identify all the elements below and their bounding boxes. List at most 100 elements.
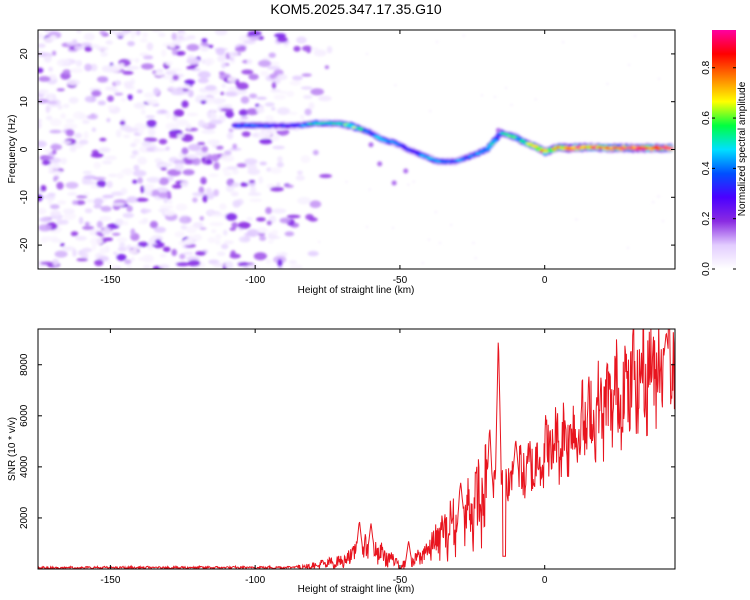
noise-blob — [91, 149, 100, 155]
y-tick-label: 6000 — [19, 404, 30, 427]
noise-blob — [267, 240, 274, 244]
noise-blob — [179, 253, 186, 260]
noise-blob — [50, 210, 61, 217]
noise-blob — [219, 203, 227, 210]
noise-blob — [661, 220, 665, 223]
noise-blob — [406, 183, 410, 186]
noise-blob — [158, 32, 166, 38]
colorbar-ticks: 0.0 0.2 0.4 0.6 0.8 — [701, 60, 736, 276]
noise-blob — [69, 145, 77, 153]
noise-blob — [200, 46, 209, 52]
noise-blob — [300, 114, 305, 120]
noise-blob — [143, 92, 156, 98]
noise-blob — [93, 198, 104, 205]
noise-blob — [168, 200, 173, 204]
y-tick-label: 20 — [19, 48, 30, 60]
noise-blob — [60, 157, 67, 165]
noise-blob — [202, 194, 208, 203]
noise-blob — [224, 261, 234, 269]
noise-blob — [103, 156, 117, 161]
noise-blob — [344, 180, 348, 184]
noise-blob — [60, 242, 65, 247]
noise-blob — [102, 160, 113, 165]
noise-blob — [126, 205, 133, 212]
chart-title: KOM5.2025.347.17.35.G10 — [270, 1, 441, 17]
noise-blob — [130, 228, 136, 237]
x-tick-label: 0 — [542, 275, 548, 286]
noise-blob — [310, 47, 320, 51]
noise-blob — [191, 157, 201, 166]
snr-x-axis-label: Height of straight line (km) — [298, 584, 415, 595]
noise-blob — [78, 113, 87, 120]
signal-blob — [495, 134, 503, 137]
noise-blob — [181, 84, 191, 90]
noise-blob — [434, 210, 438, 214]
noise-blob — [91, 90, 102, 97]
noise-blob — [42, 160, 51, 166]
noise-blob — [107, 173, 118, 178]
noise-blob — [626, 246, 630, 249]
noise-blob — [215, 233, 222, 240]
noise-blob — [112, 232, 121, 236]
noise-blob — [132, 244, 142, 250]
noise-blob — [56, 218, 64, 226]
noise-blob — [114, 80, 122, 86]
noise-blob — [139, 52, 149, 57]
signal-blob — [493, 137, 500, 140]
noise-blob — [241, 69, 254, 75]
noise-blob — [225, 184, 235, 193]
noise-blob — [277, 266, 284, 269]
noise-blob — [312, 149, 319, 156]
noise-blob — [307, 250, 319, 257]
noise-blob — [310, 88, 325, 96]
noise-blob — [228, 51, 239, 57]
noise-blob — [99, 30, 107, 35]
noise-blob — [143, 208, 152, 213]
noise-blob — [53, 162, 60, 170]
noise-blob — [215, 47, 226, 56]
noise-blob — [204, 85, 217, 91]
noise-blob — [216, 145, 224, 150]
noise-blob — [199, 227, 207, 231]
noise-blob — [176, 119, 189, 127]
spectrogram-x-axis-label: Height of straight line (km) — [298, 285, 415, 296]
noise-blob — [133, 164, 140, 171]
noise-blob — [270, 88, 282, 93]
snr-panel: -150 -100 -50 0 2000 4000 6000 8000 Height of … — [7, 328, 676, 595]
noise-blob — [197, 78, 209, 84]
noise-blob — [115, 218, 124, 226]
noise-blob — [126, 127, 139, 133]
noise-blob — [156, 68, 164, 73]
noise-blob — [151, 30, 162, 33]
noise-blob — [121, 168, 132, 174]
noise-blob — [277, 258, 283, 267]
noise-blob — [52, 149, 57, 155]
noise-blob — [76, 195, 88, 199]
noise-blob — [297, 170, 303, 175]
noise-blob — [103, 65, 117, 73]
noise-blob — [313, 49, 327, 57]
noise-blob — [237, 262, 250, 267]
noise-blob — [159, 253, 167, 258]
noise-blob — [289, 264, 303, 269]
noise-blob — [208, 44, 214, 49]
noise-blob — [56, 181, 64, 190]
spectrogram-y-axis-label: Frequency (Hz) — [7, 115, 18, 184]
noise-blob — [187, 123, 192, 130]
noise-blob — [84, 63, 92, 72]
noise-blob — [256, 106, 265, 114]
noise-blob — [306, 46, 312, 54]
noise-blob — [82, 225, 95, 230]
x-tick-label: -150 — [100, 275, 120, 286]
noise-blob — [276, 36, 288, 43]
noise-blob — [100, 51, 108, 57]
noise-blob — [45, 105, 50, 114]
noise-blob — [208, 210, 213, 214]
noise-blob — [188, 35, 196, 40]
noise-blob — [365, 52, 369, 56]
noise-blob — [260, 70, 269, 77]
noise-blob — [65, 129, 75, 137]
noise-blob — [57, 104, 63, 110]
noise-blob — [250, 35, 260, 40]
noise-blob — [181, 147, 189, 155]
